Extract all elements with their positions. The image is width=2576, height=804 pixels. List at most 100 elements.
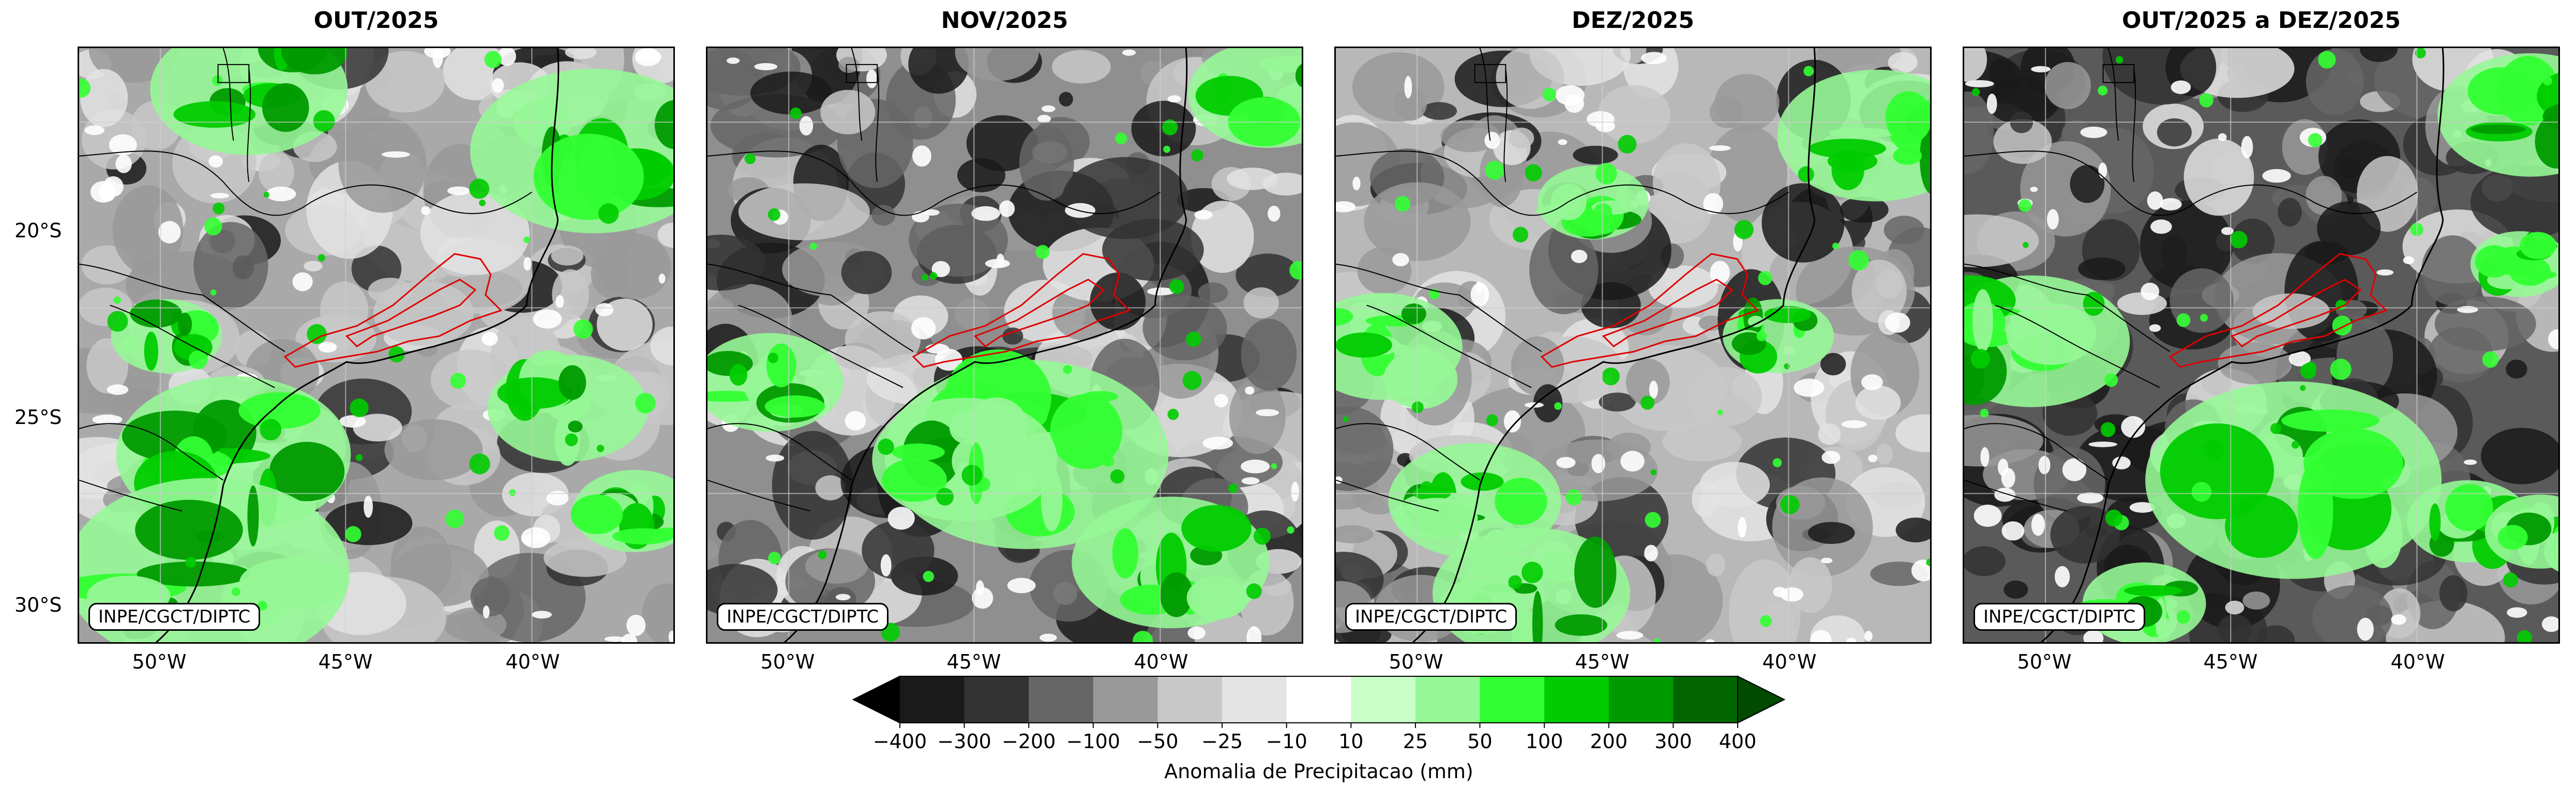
map-panel-season: INPE/CGCT/DIPTC <box>1963 47 2560 644</box>
coastline <box>156 48 560 642</box>
colorbar-tick-label: −200 <box>1002 730 1056 753</box>
lon-label: 50°W <box>760 650 815 673</box>
panel-title: OUT/2025 a DEZ/2025 <box>2121 7 2401 34</box>
state-border <box>1964 479 2068 512</box>
precip-anomaly-map <box>79 48 673 642</box>
credit-label: INPE/CGCT/DIPTC <box>1345 603 1517 631</box>
colorbar-bin <box>1673 676 1738 723</box>
colorbar-tick-label: −400 <box>872 730 927 753</box>
colorbar-tick-label: 100 <box>1525 730 1563 753</box>
state-border <box>222 48 234 141</box>
state-border <box>1336 263 1542 352</box>
highlight-region-outline <box>2230 278 2362 347</box>
state-border <box>707 479 811 512</box>
coastline <box>2041 48 2445 642</box>
state-border <box>1503 68 1508 182</box>
colorbar-bin <box>1286 676 1351 723</box>
map-panel-nov: INPE/CGCT/DIPTC <box>706 47 1303 644</box>
colorbar-bin <box>1351 676 1416 723</box>
highlight-region-outline <box>912 253 1131 368</box>
lat-label: 25°S <box>14 406 62 429</box>
colorbar-bin <box>1608 676 1674 723</box>
colorbar <box>852 675 1786 728</box>
state-border <box>2132 68 2136 182</box>
colorbar-tick-label: −300 <box>937 730 991 753</box>
colorbar-tick-label: −50 <box>1137 730 1179 753</box>
state-border <box>851 48 863 141</box>
lon-label: 45°W <box>946 650 1001 673</box>
colorbar-tick-label: −10 <box>1266 730 1307 753</box>
colorbar-tick-label: 200 <box>1590 730 1628 753</box>
state-border <box>79 479 183 512</box>
map-panel-dez: INPE/CGCT/DIPTC <box>1334 47 1932 644</box>
colorbar-bin <box>1544 676 1609 723</box>
lat-label: 20°S <box>14 219 62 242</box>
highlight-region-outline <box>283 253 503 368</box>
state-border <box>79 263 285 352</box>
lat-label: 30°S <box>14 594 62 616</box>
state-border <box>110 305 275 388</box>
state-border <box>79 423 224 481</box>
lon-label: 50°W <box>132 650 187 673</box>
lon-label: 50°W <box>1389 650 1443 673</box>
panel-title: NOV/2025 <box>941 7 1068 34</box>
colorbar-tick-label: −100 <box>1066 730 1121 753</box>
lon-label: 45°W <box>2203 650 2258 673</box>
district-border <box>217 64 250 83</box>
highlight-region-outline <box>1540 253 1759 368</box>
colorbar-tick-label: 400 <box>1719 730 1757 753</box>
state-border <box>1964 150 2417 216</box>
highlight-region-outline <box>2168 253 2388 368</box>
district-border <box>846 64 878 83</box>
colorbar-extend-low <box>852 675 900 724</box>
state-border <box>707 423 852 481</box>
lon-label: 45°W <box>1575 650 1630 673</box>
lon-label: 50°W <box>2017 650 2072 673</box>
precip-anomaly-map <box>1336 48 1930 642</box>
credit-label: INPE/CGCT/DIPTC <box>717 603 889 631</box>
state-border <box>1964 423 2109 481</box>
colorbar-label: Anomalia de Precipitacao (mm) <box>1164 760 1473 783</box>
colorbar-bin <box>1157 676 1223 723</box>
coastline <box>784 48 1188 642</box>
colorbar-bin <box>1029 676 1094 723</box>
district-border <box>1474 64 1507 83</box>
colorbar-tick-label: 10 <box>1338 730 1364 753</box>
state-border <box>1995 305 2160 388</box>
lon-label: 40°W <box>505 650 560 673</box>
highlight-region-outline <box>973 278 1105 347</box>
credit-label: INPE/CGCT/DIPTC <box>1974 603 2146 631</box>
highlight-region-outline <box>1602 278 1734 347</box>
colorbar-bin <box>1480 676 1545 723</box>
colorbar-tick-label: 50 <box>1467 730 1493 753</box>
colorbar-bin <box>1093 676 1158 723</box>
colorbar-bin <box>1415 676 1481 723</box>
state-border <box>875 68 880 182</box>
lon-label: 40°W <box>2390 650 2445 673</box>
credit-label: INPE/CGCT/DIPTC <box>88 603 261 631</box>
state-border <box>1366 305 1532 388</box>
state-border <box>1479 48 1491 141</box>
state-border <box>1964 263 2171 352</box>
precip-anomaly-map <box>1964 48 2558 642</box>
colorbar-bin <box>900 676 965 723</box>
state-border <box>1336 479 1439 512</box>
colorbar-tick-label: 300 <box>1654 730 1692 753</box>
lon-label: 40°W <box>1134 650 1188 673</box>
state-border <box>79 150 532 216</box>
district-border <box>2102 64 2135 83</box>
coastline <box>1412 48 1816 642</box>
lon-label: 45°W <box>318 650 373 673</box>
lon-label: 40°W <box>1762 650 1817 673</box>
precip-anomaly-map <box>707 48 1302 642</box>
panel-title: DEZ/2025 <box>1571 7 1694 34</box>
colorbar-extend-high <box>1737 675 1786 724</box>
colorbar-tick-label: 25 <box>1403 730 1428 753</box>
highlight-region-outline <box>345 278 477 347</box>
colorbar-tick-label: −25 <box>1201 730 1243 753</box>
colorbar-bin <box>964 676 1029 723</box>
colorbar-bin <box>1222 676 1287 723</box>
state-border <box>2107 48 2119 141</box>
state-border <box>738 305 903 388</box>
state-border <box>707 263 914 352</box>
